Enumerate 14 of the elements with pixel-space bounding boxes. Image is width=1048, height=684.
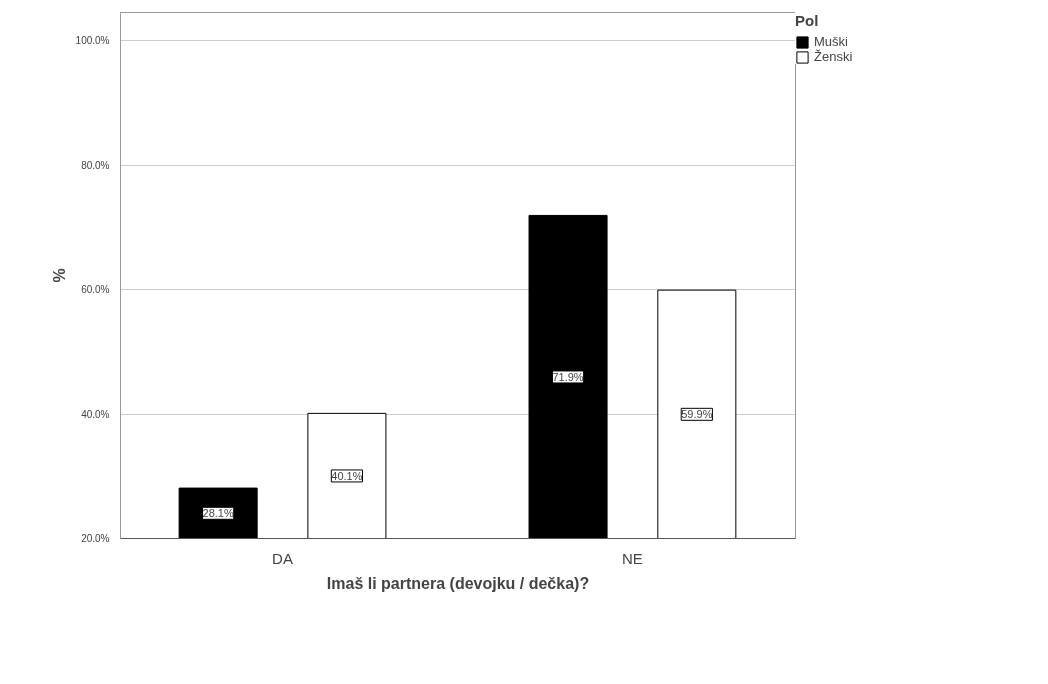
y-tick-label: 40.0% [81,408,110,420]
data-label: 59.9% [681,408,713,421]
y-tick-label: 100.0% [75,35,110,47]
x-tick-label: DA [272,549,293,567]
legend-label: Ženski [814,49,853,64]
y-tick-label: 60.0% [81,284,110,296]
legend-title: Pol [795,12,820,29]
x-axis-title: Imaš li partnera (devojku / dečka)? [326,574,590,592]
y-tick-label: 20.0% [81,533,110,544]
x-tick-label: NE [622,549,643,567]
y-tick-label: 80.0% [81,159,110,171]
data-label: 71.9% [552,370,584,383]
legend-label: Muški [814,34,848,49]
y-axis-title: % [50,268,68,283]
